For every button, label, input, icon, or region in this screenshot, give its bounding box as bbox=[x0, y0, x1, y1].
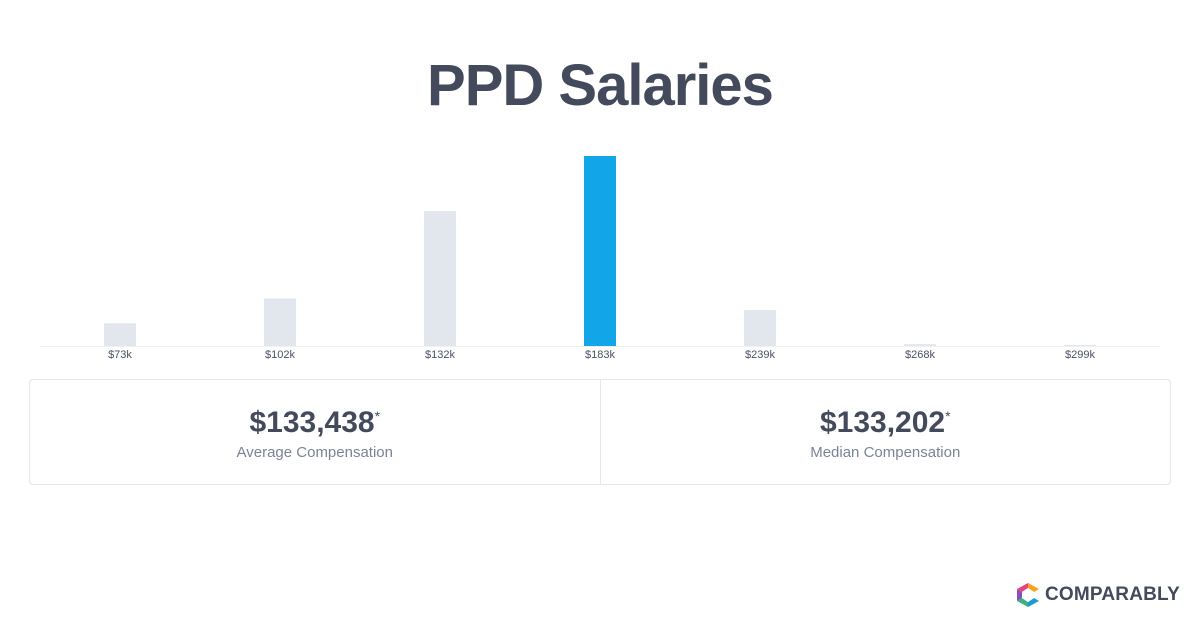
logo-facet bbox=[1027, 583, 1039, 592]
median-compensation-label: Median Compensation bbox=[810, 444, 961, 461]
logo-facet bbox=[1016, 598, 1028, 607]
bar-268k[interactable] bbox=[904, 344, 936, 346]
salary-histogram: $73k $102k $132k $183k $239k $268k $299k bbox=[40, 156, 1160, 361]
x-tick-label: $73k bbox=[108, 349, 132, 361]
brand-name: COMPARABLY bbox=[1044, 584, 1180, 605]
bar-299k[interactable] bbox=[1064, 345, 1096, 346]
x-tick-label: $268k bbox=[905, 349, 935, 361]
average-compensation-card: $133,438* Average Compensation bbox=[30, 380, 600, 484]
logo-facet bbox=[1016, 589, 1022, 601]
bar-73k[interactable] bbox=[104, 323, 136, 346]
comparably-logo-icon bbox=[1016, 583, 1039, 607]
average-compensation-value: $133,438 bbox=[249, 406, 375, 439]
median-compensation-value: $133,202 bbox=[819, 406, 946, 439]
average-compensation-value-row: $133,438* bbox=[30, 406, 600, 440]
comparably-logo[interactable]: COMPARABLY bbox=[1015, 582, 1180, 608]
x-tick-label: $183k bbox=[585, 349, 615, 361]
logo-facet bbox=[1021, 588, 1034, 602]
bar-239k[interactable] bbox=[744, 309, 776, 346]
x-tick-label: $102k bbox=[265, 349, 295, 361]
median-compensation-value-row: $133,202* bbox=[601, 406, 1171, 440]
stats-panel: $133,438* Average Compensation $133,202*… bbox=[29, 379, 1171, 485]
x-tick-label: $132k bbox=[425, 349, 455, 361]
page-title: PPD Salaries bbox=[427, 53, 774, 118]
logo-facet bbox=[1027, 598, 1039, 607]
x-tick-label: $239k bbox=[745, 349, 775, 361]
bar-132k[interactable] bbox=[424, 211, 456, 346]
bar-102k[interactable] bbox=[264, 298, 296, 347]
median-asterisk: * bbox=[945, 408, 951, 424]
x-tick-label: $299k bbox=[1065, 349, 1095, 361]
logo-facet bbox=[1016, 583, 1028, 592]
bar-183k[interactable] bbox=[584, 156, 616, 346]
average-compensation-label: Average Compensation bbox=[236, 444, 394, 461]
average-asterisk: * bbox=[374, 408, 381, 424]
median-compensation-card: $133,202* Median Compensation bbox=[599, 380, 1171, 484]
